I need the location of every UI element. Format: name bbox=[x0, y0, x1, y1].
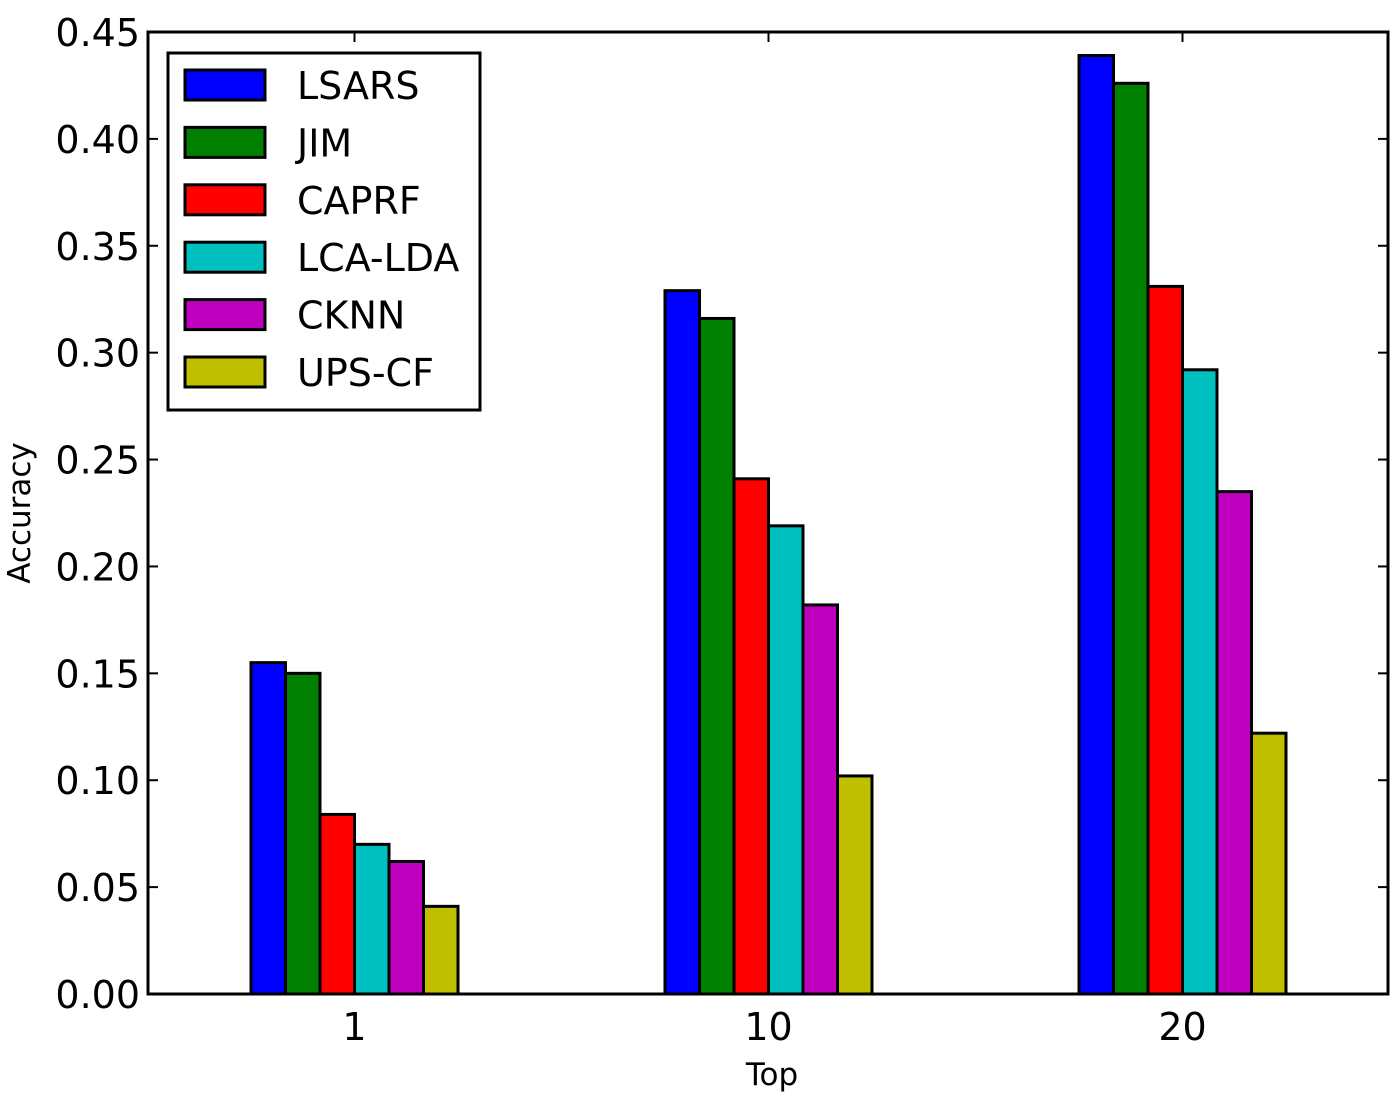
y-tick-label: 0.10 bbox=[55, 759, 140, 803]
bar-lsars-top-10 bbox=[663, 289, 701, 996]
bar-lsars-top-20 bbox=[1077, 54, 1115, 996]
x-tick-label: 1 bbox=[342, 1005, 366, 1049]
y-tick-label: 0.35 bbox=[55, 225, 140, 269]
bar-jim-top-1 bbox=[284, 671, 322, 996]
plot-frame bbox=[146, 30, 1390, 996]
bar-lca-lda-top-10 bbox=[767, 524, 805, 996]
bar-caprf-top-20 bbox=[1146, 284, 1184, 996]
y-tick-label: 0.20 bbox=[55, 545, 140, 589]
legend-label-cknn: CKNN bbox=[297, 294, 405, 338]
legend-frame bbox=[166, 51, 482, 412]
bar-cknn-top-20 bbox=[1215, 490, 1253, 996]
bar-lsars-top-1 bbox=[249, 661, 287, 996]
y-tick-label: 0.15 bbox=[55, 652, 140, 696]
legend-swatch-ups-cf bbox=[183, 355, 267, 389]
legend-swatch-lsars bbox=[183, 68, 267, 102]
bar-lca-lda-top-20 bbox=[1181, 368, 1219, 996]
x-tick-label: 20 bbox=[1158, 1005, 1206, 1049]
tick-labels-group: 0.00 0.05 0.10 0.15 0.20 0.25 0.30 0.35 0.40 0.45… bbox=[55, 11, 1206, 1049]
y-axis-title: Accuracy bbox=[2, 442, 38, 584]
y-tick-label: 0.05 bbox=[55, 866, 140, 910]
legend-label-caprf: CAPRF bbox=[297, 179, 421, 223]
x-axis-title: Top bbox=[745, 1057, 798, 1093]
bar-ups-cf-top-1 bbox=[422, 904, 460, 996]
legend-label-jim: JIM bbox=[295, 121, 352, 165]
bar-ups-cf-top-10 bbox=[836, 774, 874, 996]
legend-label-ups-cf: UPS-CF bbox=[297, 351, 434, 395]
bar-cknn-top-1 bbox=[387, 859, 425, 996]
bar-caprf-top-10 bbox=[732, 477, 770, 996]
legend-label-lsars: LSARS bbox=[297, 64, 420, 108]
y-tick-label: 0.25 bbox=[55, 439, 140, 483]
bar-cknn-top-10 bbox=[801, 603, 839, 996]
y-tick-label: 0.40 bbox=[55, 118, 140, 162]
legend-swatch-jim bbox=[183, 125, 267, 159]
y-tick-label: 0.30 bbox=[55, 332, 140, 376]
legend-swatch-caprf bbox=[183, 183, 267, 217]
bar-lca-lda-top-1 bbox=[353, 842, 391, 996]
bar-jim-top-20 bbox=[1112, 81, 1150, 996]
legend: LSARS JIM CAPRF LCA-LDA CKNN UPS-CF bbox=[166, 51, 482, 412]
bar-jim-top-10 bbox=[698, 316, 736, 996]
legend-swatch-lca-lda bbox=[183, 240, 267, 274]
legend-label-lca-lda: LCA-LDA bbox=[297, 236, 459, 280]
bar-caprf-top-1 bbox=[318, 812, 356, 996]
legend-swatch-cknn bbox=[183, 298, 267, 332]
bar-ups-cf-top-20 bbox=[1250, 731, 1288, 996]
bars-group bbox=[249, 54, 1288, 996]
y-tick-label: 0.45 bbox=[55, 11, 140, 55]
x-tick-label: 10 bbox=[744, 1005, 792, 1049]
y-tick-label: 0.00 bbox=[55, 973, 140, 1017]
